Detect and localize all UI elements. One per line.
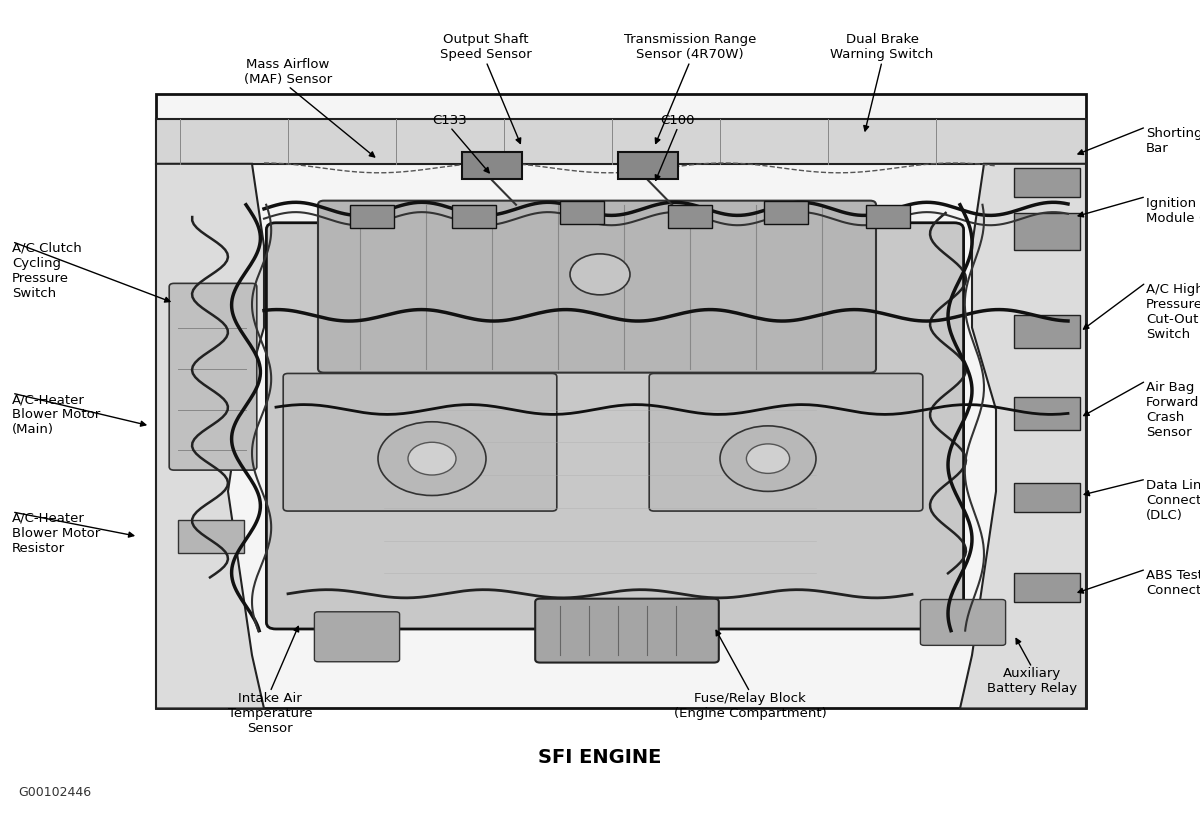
Bar bbox=[178, 520, 244, 553]
Bar bbox=[1014, 168, 1080, 197]
Text: Air Bag
Forward
Crash
Sensor: Air Bag Forward Crash Sensor bbox=[1146, 381, 1199, 439]
FancyBboxPatch shape bbox=[535, 599, 719, 663]
Text: Dual Brake
Warning Switch: Dual Brake Warning Switch bbox=[830, 34, 934, 61]
Bar bbox=[866, 205, 910, 228]
Text: G00102446: G00102446 bbox=[18, 785, 91, 799]
Text: ABS Test
Connector: ABS Test Connector bbox=[1146, 569, 1200, 597]
Text: Data Link
Connector
(DLC): Data Link Connector (DLC) bbox=[1146, 479, 1200, 523]
Text: SFI ENGINE: SFI ENGINE bbox=[539, 748, 661, 767]
Text: A/C-Heater
Blower Motor
Resistor: A/C-Heater Blower Motor Resistor bbox=[12, 512, 101, 555]
Circle shape bbox=[378, 422, 486, 495]
Bar bbox=[350, 205, 394, 228]
Text: Output Shaft
Speed Sensor: Output Shaft Speed Sensor bbox=[440, 34, 532, 61]
Circle shape bbox=[746, 444, 790, 473]
FancyBboxPatch shape bbox=[266, 223, 964, 629]
Text: Shorting
Bar: Shorting Bar bbox=[1146, 127, 1200, 155]
FancyBboxPatch shape bbox=[318, 201, 876, 373]
Text: Auxiliary
Battery Relay: Auxiliary Battery Relay bbox=[986, 667, 1078, 695]
Text: A/C High
Pressure
Cut-Out
Switch: A/C High Pressure Cut-Out Switch bbox=[1146, 283, 1200, 341]
Bar bbox=[156, 94, 1086, 708]
Text: C100: C100 bbox=[661, 114, 695, 127]
Bar bbox=[1014, 397, 1080, 430]
FancyBboxPatch shape bbox=[169, 283, 257, 470]
Bar bbox=[1014, 315, 1080, 348]
Polygon shape bbox=[156, 164, 264, 708]
Circle shape bbox=[720, 426, 816, 491]
Circle shape bbox=[570, 254, 630, 295]
Text: A/C Clutch
Cycling
Pressure
Switch: A/C Clutch Cycling Pressure Switch bbox=[12, 242, 82, 300]
Bar bbox=[1014, 213, 1080, 250]
Bar bbox=[764, 201, 808, 224]
Bar bbox=[462, 152, 522, 179]
FancyBboxPatch shape bbox=[283, 373, 557, 511]
Text: A/C-Heater
Blower Motor
(Main): A/C-Heater Blower Motor (Main) bbox=[12, 393, 101, 437]
Text: Intake Air
Temperature
Sensor: Intake Air Temperature Sensor bbox=[228, 692, 312, 735]
Text: Fuse/Relay Block
(Engine Compartment): Fuse/Relay Block (Engine Compartment) bbox=[673, 692, 827, 720]
Text: Transmission Range
Sensor (4R70W): Transmission Range Sensor (4R70W) bbox=[624, 34, 756, 61]
FancyBboxPatch shape bbox=[314, 612, 400, 662]
Polygon shape bbox=[960, 164, 1086, 708]
Bar bbox=[668, 205, 712, 228]
Bar bbox=[156, 119, 1086, 164]
Text: Ignition Control
Module (ICM): Ignition Control Module (ICM) bbox=[1146, 197, 1200, 224]
Bar bbox=[618, 152, 678, 179]
FancyBboxPatch shape bbox=[920, 600, 1006, 645]
Bar bbox=[452, 205, 496, 228]
Text: C133: C133 bbox=[433, 114, 467, 127]
Circle shape bbox=[408, 442, 456, 475]
Bar bbox=[560, 201, 604, 224]
FancyBboxPatch shape bbox=[649, 373, 923, 511]
Bar bbox=[1014, 573, 1080, 602]
Text: Mass Airflow
(MAF) Sensor: Mass Airflow (MAF) Sensor bbox=[244, 58, 332, 86]
Bar bbox=[1014, 483, 1080, 512]
